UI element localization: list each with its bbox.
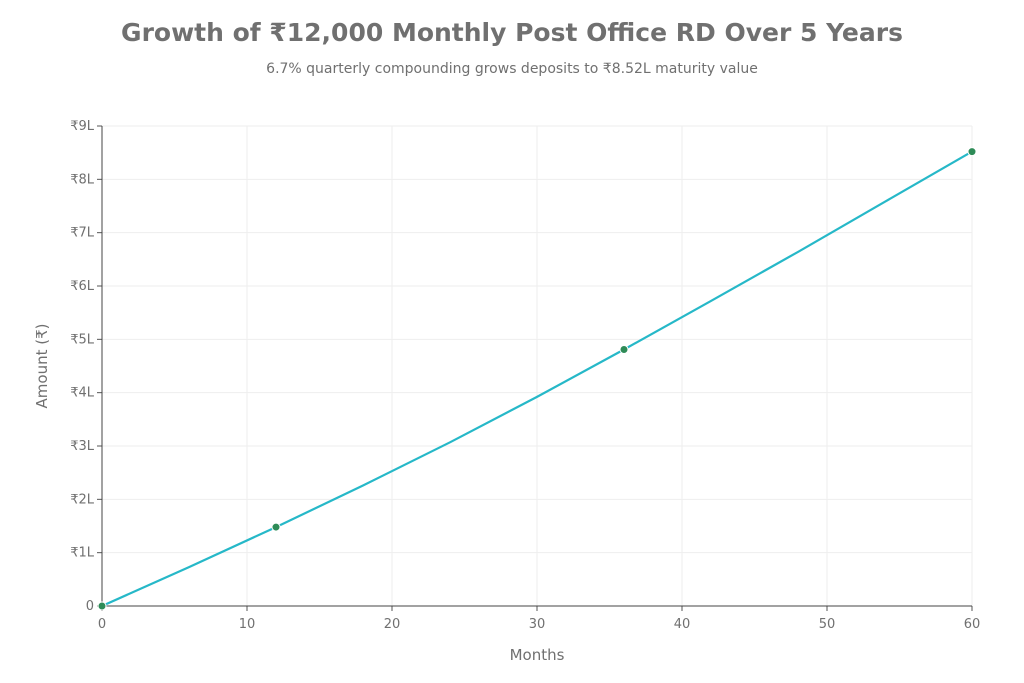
x-tick-label: 20 [384, 617, 401, 632]
y-tick-label: ₹5L [70, 332, 95, 347]
series-layer [97, 147, 977, 611]
x-tick-label: 0 [98, 617, 106, 632]
data-point [619, 344, 629, 354]
y-tick-label: ₹9L [70, 119, 95, 134]
y-tick-label: ₹8L [70, 172, 95, 187]
y-axis-label: Amount (₹) [33, 324, 51, 409]
x-tick-label: 30 [529, 617, 546, 632]
x-tick-label: 50 [819, 617, 836, 632]
y-tick-label: ₹4L [70, 386, 95, 401]
y-tick-label: ₹1L [70, 546, 95, 561]
y-tick-label: 0 [86, 599, 94, 614]
data-point [967, 147, 977, 157]
series-line [101, 150, 973, 608]
x-axis-label: Months [510, 646, 565, 664]
data-point [97, 601, 107, 611]
y-tick-label: ₹2L [70, 492, 95, 507]
chart-subtitle: 6.7% quarterly compounding grows deposit… [266, 61, 758, 77]
y-tick-label: ₹7L [70, 226, 95, 241]
data-point [271, 522, 281, 532]
chart-title: Growth of ₹12,000 Monthly Post Office RD… [121, 18, 903, 47]
grid-lines [102, 125, 973, 606]
x-tick-label: 40 [674, 617, 691, 632]
tick-labels: 0 ₹1L ₹2L ₹3L ₹4L ₹5L ₹6L ₹7L ₹8L ₹9L 0 10 20 30 40 50 6… [70, 119, 980, 632]
x-tick-label: 10 [239, 617, 256, 632]
y-tick-label: ₹3L [70, 439, 95, 454]
axes [97, 125, 973, 611]
x-tick-label: 60 [964, 617, 981, 632]
y-tick-label: ₹6L [70, 279, 95, 294]
